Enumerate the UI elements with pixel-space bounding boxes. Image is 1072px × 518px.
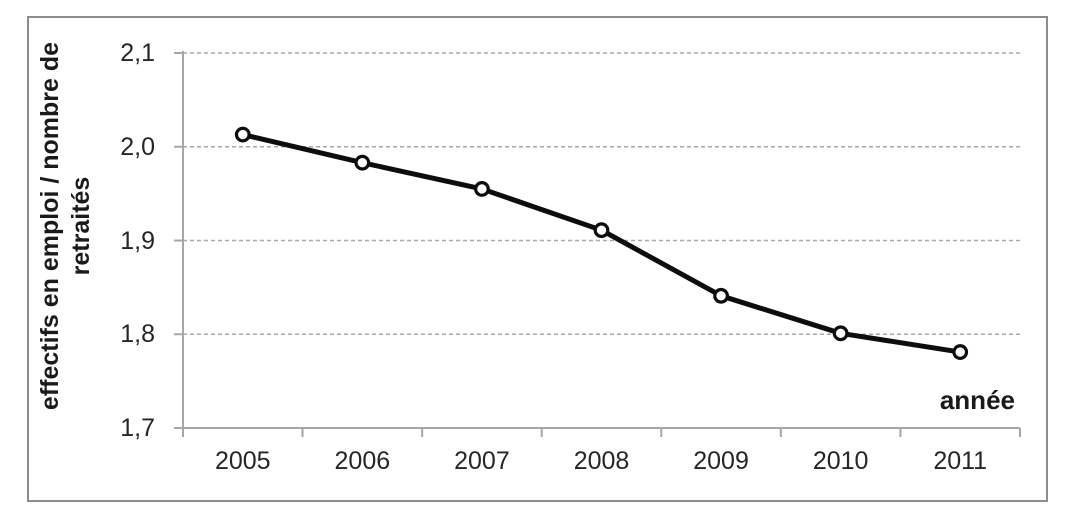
- data-point-marker: [234, 126, 251, 143]
- y-tick-label: 2,0: [120, 132, 155, 161]
- y-tick-label: 1,8: [120, 320, 155, 349]
- data-point-marker: [474, 181, 490, 197]
- data-point-marker: [593, 222, 610, 239]
- x-tick-label: 2008: [573, 447, 630, 475]
- x-tick-label: 2005: [214, 447, 271, 475]
- y-axis-title-line1: effectifs en emploi / nombre de: [36, 41, 64, 411]
- x-tick-label: 2006: [334, 447, 391, 475]
- x-tick-label: 2010: [812, 447, 869, 475]
- x-tick-label: 2007: [454, 447, 510, 475]
- data-point-marker: [952, 344, 969, 360]
- series-line: [240, 132, 963, 355]
- y-tick-label: 2,1: [120, 39, 155, 67]
- y-tick-label: 1,7: [120, 414, 155, 442]
- x-axis-title: année: [939, 385, 1015, 415]
- y-tick-label: 1,9: [120, 226, 155, 255]
- x-tick-label: 2009: [693, 447, 749, 475]
- data-point-marker: [832, 325, 849, 342]
- chart-frame: [27, 16, 1048, 502]
- x-tick-label: 2011: [933, 447, 988, 475]
- data-point-marker: [354, 154, 371, 171]
- data-point-marker: [713, 287, 729, 304]
